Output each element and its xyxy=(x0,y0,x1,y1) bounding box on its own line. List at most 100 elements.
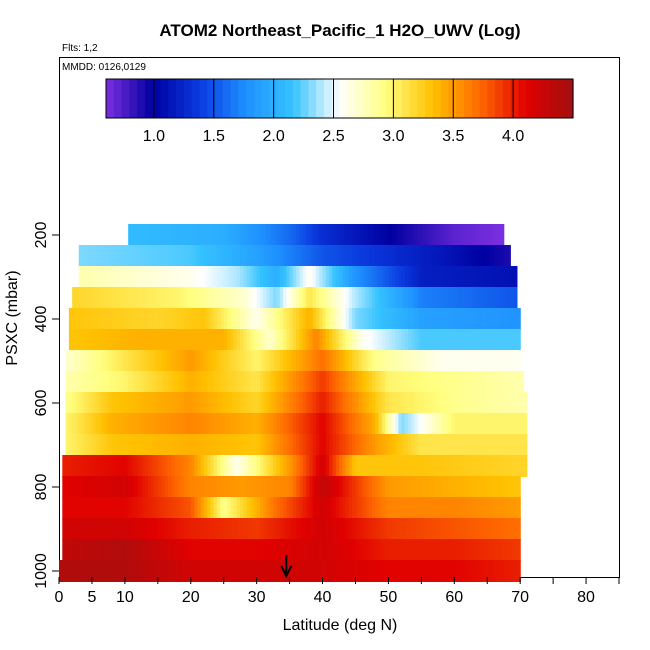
heatmap-cell xyxy=(197,245,202,267)
heatmap-cell xyxy=(190,560,195,582)
heatmap-cell xyxy=(197,287,202,309)
heatmap-cell xyxy=(378,539,383,561)
heatmap-cell xyxy=(223,245,228,267)
heatmap-cell xyxy=(352,497,357,519)
heatmap-cell xyxy=(68,560,73,582)
heatmap-cell xyxy=(335,434,340,456)
heatmap-cell xyxy=(342,434,347,456)
heatmap-cell xyxy=(378,266,383,288)
heatmap-cell xyxy=(121,350,126,372)
heatmap-cell xyxy=(424,308,429,330)
heatmap-cell xyxy=(332,413,337,435)
heatmap-cell xyxy=(398,518,403,540)
heatmap-cell xyxy=(335,392,340,414)
heatmap-cell xyxy=(441,350,446,372)
heatmap-cell xyxy=(253,329,258,351)
pressure-band xyxy=(65,413,528,435)
heatmap-cell xyxy=(322,434,327,456)
heatmap-cell xyxy=(434,497,439,519)
heatmap-cell xyxy=(147,329,152,351)
heatmap-cell xyxy=(65,455,70,477)
heatmap-cell xyxy=(352,371,357,393)
heatmap-cell xyxy=(447,434,452,456)
heatmap-cell xyxy=(167,476,172,498)
heatmap-cell xyxy=(404,560,409,582)
heatmap-cell xyxy=(434,392,439,414)
heatmap-cell xyxy=(477,497,482,519)
heatmap-cell xyxy=(421,287,426,309)
heatmap-cell xyxy=(460,371,465,393)
heatmap-cell xyxy=(286,308,291,330)
heatmap-cell xyxy=(177,266,182,288)
heatmap-cell xyxy=(95,497,100,519)
heatmap-cell xyxy=(259,287,264,309)
heatmap-cell xyxy=(243,371,248,393)
heatmap-cell xyxy=(121,308,126,330)
heatmap-cell xyxy=(236,266,241,288)
heatmap-cell xyxy=(213,539,218,561)
heatmap-cell xyxy=(490,329,495,351)
heatmap-cell xyxy=(358,245,363,267)
heatmap-cell xyxy=(345,518,350,540)
heatmap-cell xyxy=(263,434,268,456)
heatmap-cell xyxy=(220,455,225,477)
heatmap-cell xyxy=(388,371,393,393)
heatmap-cell xyxy=(332,245,337,267)
heatmap-cell xyxy=(240,539,245,561)
heatmap-cell xyxy=(460,350,465,372)
heatmap-cell xyxy=(497,497,502,519)
heatmap-cell xyxy=(474,434,478,456)
heatmap-cell xyxy=(171,371,175,393)
heatmap-cell xyxy=(339,518,343,540)
heatmap-cell xyxy=(72,497,77,519)
heatmap-cell xyxy=(467,455,472,477)
heatmap-cell xyxy=(408,560,413,582)
pressure-band xyxy=(78,266,518,288)
heatmap-cell xyxy=(418,245,422,267)
heatmap-cell xyxy=(345,539,350,561)
heatmap-cell xyxy=(171,350,175,372)
heatmap-cell xyxy=(147,476,152,498)
heatmap-cell xyxy=(352,329,357,351)
heatmap-cell xyxy=(78,497,83,519)
heatmap-cell xyxy=(464,350,469,372)
heatmap-cell xyxy=(213,245,218,267)
heatmap-cell xyxy=(342,245,347,267)
heatmap-cell xyxy=(115,308,119,330)
heatmap-cell xyxy=(144,392,149,414)
heatmap-cell xyxy=(424,350,429,372)
heatmap-cell xyxy=(454,476,459,498)
heatmap-cell xyxy=(342,497,347,519)
heatmap-cell xyxy=(470,329,475,351)
heatmap-cell xyxy=(467,308,472,330)
heatmap-cell xyxy=(408,455,413,477)
heatmap-cell xyxy=(210,413,215,435)
heatmap-cell xyxy=(236,518,241,540)
heatmap-cell xyxy=(276,539,281,561)
heatmap-cell xyxy=(174,392,179,414)
heatmap-cell xyxy=(108,476,113,498)
heatmap-cell xyxy=(437,224,442,246)
heatmap-cell xyxy=(414,518,419,540)
heatmap-cell xyxy=(276,224,281,246)
heatmap-cell xyxy=(339,497,343,519)
heatmap-cell xyxy=(223,392,228,414)
heatmap-cell xyxy=(164,266,169,288)
heatmap-cell xyxy=(75,371,80,393)
heatmap-cell xyxy=(147,371,152,393)
heatmap-cell xyxy=(279,413,284,435)
heatmap-cell xyxy=(273,476,278,498)
heatmap-cell xyxy=(174,497,179,519)
heatmap-cell xyxy=(434,287,439,309)
heatmap-cell xyxy=(128,329,133,351)
heatmap-cell xyxy=(250,245,254,267)
heatmap-cell xyxy=(220,539,225,561)
heatmap-cell xyxy=(233,476,238,498)
heatmap-cell xyxy=(141,392,146,414)
heatmap-cell xyxy=(418,539,422,561)
heatmap-cell xyxy=(319,476,324,498)
heatmap-cell xyxy=(418,497,422,519)
x-tick-label: 10 xyxy=(116,589,134,606)
heatmap-cell xyxy=(276,497,281,519)
heatmap-cell xyxy=(342,518,347,540)
